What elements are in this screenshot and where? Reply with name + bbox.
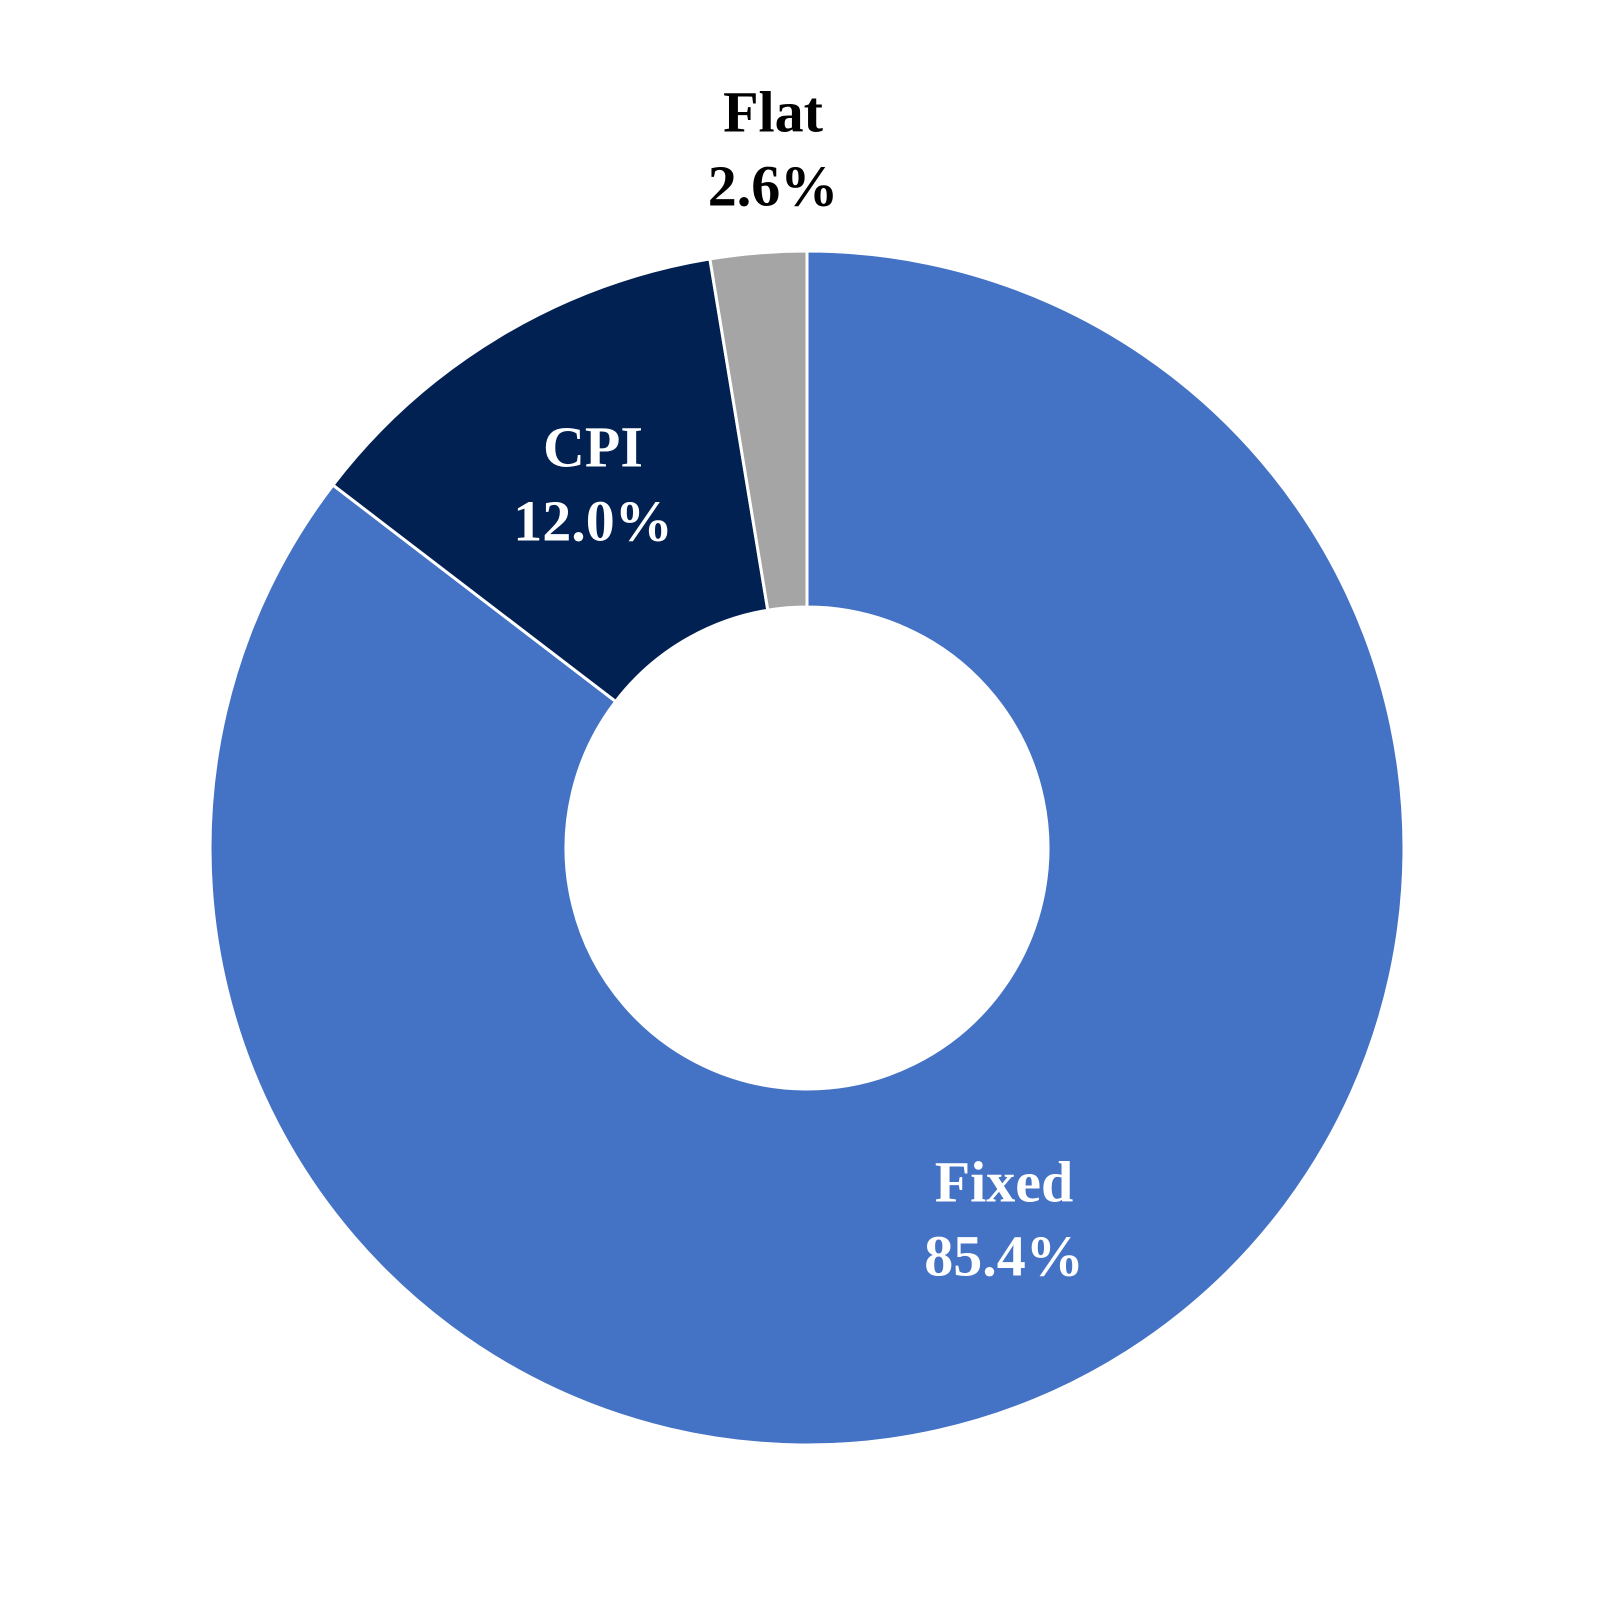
data-label-name-flat: Flat: [723, 79, 824, 144]
slice-cpi: [330, 257, 770, 704]
data-label-value-cpi: 12.0%: [513, 488, 673, 553]
data-label-name-fixed: Fixed: [935, 1149, 1074, 1214]
slice-fixed: [208, 249, 1406, 1447]
data-label-value-fixed: 85.4%: [924, 1223, 1084, 1288]
data-label-value-flat: 2.6%: [708, 153, 839, 218]
slice-flat: [708, 249, 809, 612]
data-label-name-cpi: CPI: [543, 414, 643, 479]
